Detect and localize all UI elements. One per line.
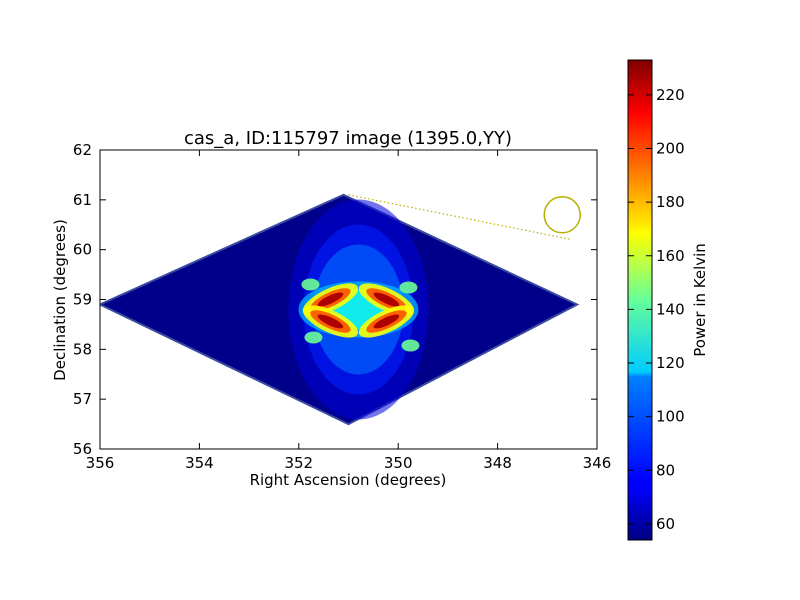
side-blob (304, 331, 323, 344)
lobe-peak (373, 314, 400, 329)
colorbar (627, 59, 653, 541)
x-tick-label: 356 (86, 454, 115, 472)
side-blob (401, 339, 420, 352)
side-blob (301, 278, 320, 291)
beam-circle (543, 196, 581, 234)
colorbar-tick-label: 140 (656, 300, 685, 318)
y-tick-label: 57 (73, 390, 92, 408)
colorbar-tick-label: 220 (656, 86, 685, 104)
y-axis: 56 57 58 59 60 61 62 (73, 141, 597, 458)
x-tick-label: 352 (284, 454, 313, 472)
lobe-peak (373, 292, 400, 307)
x-axis-label: Right Ascension (degrees) (250, 471, 447, 489)
y-axis-label: Declination (degrees) (51, 219, 69, 381)
lobe (302, 305, 359, 338)
y-tick-label: 58 (73, 340, 92, 358)
x-tick-label: 354 (185, 454, 214, 472)
colorbar-tick-label: 160 (656, 247, 685, 265)
y-tick-label: 62 (73, 141, 92, 159)
colorbar-label: Power in Kelvin (691, 243, 709, 357)
colorbar-tick-label: 80 (656, 461, 675, 479)
colorbar-tick-label: 100 (656, 408, 685, 426)
x-tick-label: 346 (583, 454, 612, 472)
y-tick-label: 56 (73, 440, 92, 458)
colorbar-tick-label: 200 (656, 139, 685, 157)
y-tick-label: 61 (73, 191, 92, 209)
colorbar-ticks: 60 80 100 120 140 160 180 200 220 (628, 86, 685, 533)
lobe (358, 305, 415, 338)
x-axis: 356 354 352 350 348 346 (86, 150, 612, 472)
lobe-peak (317, 314, 344, 329)
y-tick-label: 60 (73, 241, 92, 259)
heatmap-image (100, 193, 581, 426)
chart-title: cas_a, ID:115797 image (1395.0,YY) (184, 128, 512, 149)
colorbar-tick-label: 180 (656, 193, 685, 211)
lobe-peak (317, 292, 344, 307)
side-blob (399, 281, 418, 294)
colorbar-tick-label: 120 (656, 354, 685, 372)
y-tick-label: 59 (73, 291, 92, 309)
x-tick-label: 350 (384, 454, 413, 472)
colorbar-tick-label: 60 (656, 515, 675, 533)
x-tick-label: 348 (483, 454, 512, 472)
